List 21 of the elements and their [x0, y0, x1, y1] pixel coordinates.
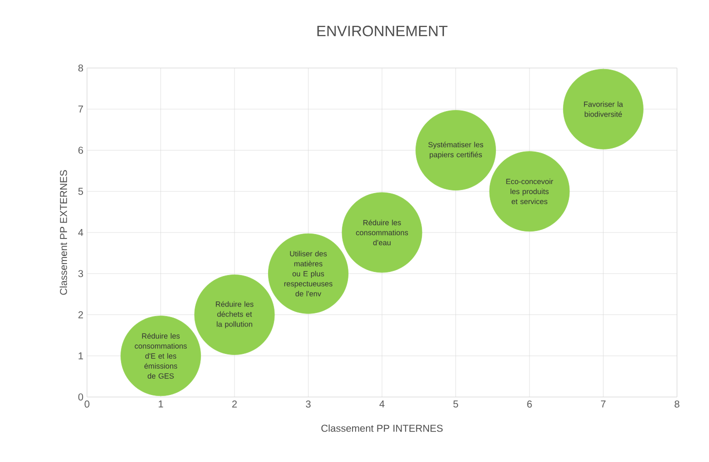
x-tick-label: 3 [306, 400, 311, 408]
chart-title: ENVIRONNEMENT [317, 26, 448, 36]
x-tick-label: 6 [527, 400, 532, 408]
x-tick-label: 4 [379, 400, 384, 408]
y-tick-label: 2 [78, 311, 83, 318]
x-tick-label: 2 [232, 400, 237, 408]
x-axis-title: Classement PP INTERNES [321, 424, 443, 432]
x-tick-label: 5 [453, 400, 458, 408]
y-tick-label: 1 [78, 352, 83, 360]
y-tick-label: 5 [78, 188, 84, 195]
y-tick-label: 0 [78, 393, 84, 401]
y-tick-label: 7 [78, 106, 83, 113]
y-axis-title: Classement PP EXTERNES [60, 170, 68, 295]
x-tick-label: 7 [600, 400, 606, 408]
y-tick-label: 8 [78, 64, 84, 72]
x-tick-label: 1 [158, 400, 164, 408]
y-tick-label: 6 [78, 146, 84, 154]
y-tick-label: 3 [78, 270, 84, 278]
x-tick-label: 8 [674, 400, 680, 408]
y-tick-label: 4 [78, 229, 84, 236]
x-tick-label: 0 [84, 400, 90, 408]
